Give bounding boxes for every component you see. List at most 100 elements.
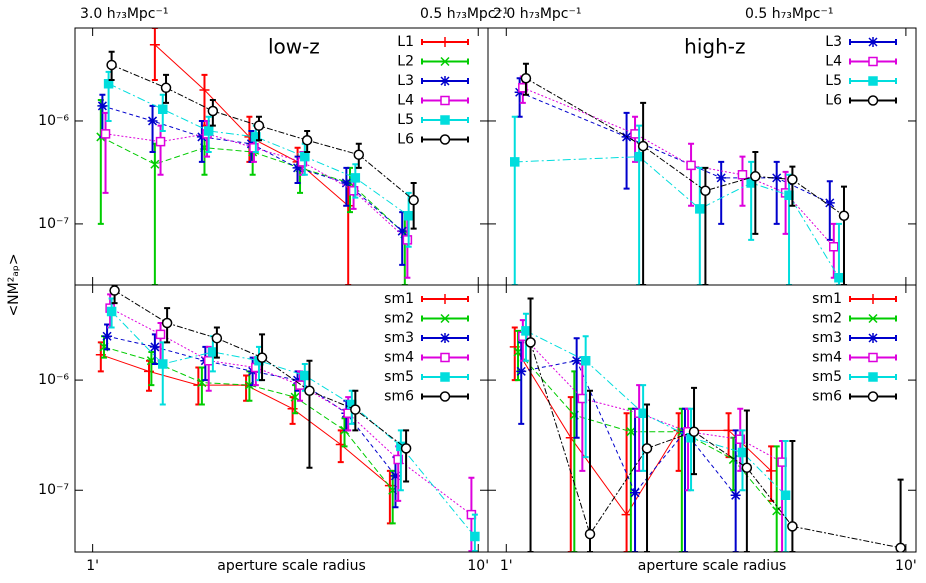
marker	[109, 285, 120, 296]
marker	[520, 73, 532, 84]
marker	[787, 174, 798, 185]
series-line	[103, 346, 394, 491]
error-bar	[739, 429, 746, 492]
marker	[440, 95, 450, 106]
marker	[403, 211, 414, 221]
series-line	[521, 360, 737, 496]
marker	[737, 447, 748, 458]
marker	[580, 355, 591, 366]
marker	[716, 172, 727, 183]
marker	[102, 331, 113, 342]
legend-label: sm3	[812, 330, 842, 346]
legend-label: L6	[825, 93, 842, 109]
top-scale-label: 2.0 h₇₃Mpc⁻¹	[493, 6, 581, 22]
y-tick-label: 10⁻⁷	[38, 482, 69, 498]
legend-label: sm6	[812, 389, 842, 405]
legend-label: L1	[397, 34, 414, 50]
series-line	[111, 64, 414, 201]
error-bar	[644, 403, 651, 552]
marker	[510, 157, 520, 167]
marker	[895, 542, 906, 552]
legend-label: sm1	[812, 291, 842, 307]
marker	[641, 443, 653, 454]
error-bar	[782, 170, 789, 235]
error-bar	[897, 478, 904, 552]
marker	[256, 352, 268, 363]
marker	[203, 126, 214, 136]
error-bar	[306, 359, 313, 469]
plot-area	[96, 28, 419, 285]
marker	[97, 100, 108, 111]
marker	[440, 294, 450, 304]
marker	[203, 355, 214, 366]
marker	[440, 372, 450, 382]
marker	[292, 162, 303, 173]
plot-area	[95, 285, 480, 552]
error-bar	[718, 160, 725, 225]
x-axis-label: aperture scale radius	[638, 558, 787, 574]
y-tick-label: 10⁻⁶	[38, 372, 69, 388]
marker	[868, 313, 878, 324]
top-scale-label: 0.5 h₇₃Mpc⁻¹	[745, 6, 833, 22]
error-bar	[567, 396, 574, 552]
y-tick-label: 10⁻⁶	[38, 113, 69, 129]
marker	[571, 355, 582, 366]
legend-label: L3	[397, 73, 414, 89]
marker	[695, 204, 705, 214]
error-bar	[573, 337, 580, 439]
error-bar	[702, 166, 709, 285]
marker	[158, 359, 168, 369]
marker	[439, 391, 451, 402]
marker	[402, 235, 413, 245]
marker	[292, 375, 303, 386]
marker	[408, 194, 419, 206]
error-bar	[623, 412, 630, 552]
marker	[149, 39, 160, 50]
marker	[766, 465, 777, 476]
marker	[353, 149, 365, 160]
error-bar	[148, 350, 155, 387]
series-line	[154, 44, 349, 207]
panel-title: low-z	[268, 35, 320, 59]
error-bar	[522, 312, 529, 362]
marker	[253, 120, 265, 131]
legend-label: L2	[397, 54, 414, 70]
marker	[868, 37, 878, 47]
marker	[301, 134, 313, 146]
marker	[867, 95, 879, 106]
series-line	[109, 307, 472, 516]
marker	[834, 272, 844, 283]
marker	[300, 151, 310, 162]
marker	[867, 391, 879, 402]
marker	[208, 347, 218, 357]
marker	[439, 134, 451, 145]
series-line	[514, 156, 840, 278]
top-scale-label: 0.5 h₇₃Mpc⁻¹	[420, 6, 508, 22]
legend-label: L4	[397, 93, 414, 109]
error-bar	[403, 429, 410, 483]
error-bar	[840, 185, 847, 285]
panel-title: high-z	[684, 35, 745, 59]
error-bar	[826, 180, 833, 241]
legend-label: L4	[825, 54, 842, 70]
marker	[158, 104, 168, 114]
marker	[780, 490, 791, 501]
y-tick-label: 10⁻⁷	[38, 216, 69, 232]
x-tick-label: 1'	[86, 558, 99, 574]
error-bar	[688, 142, 695, 207]
legend-label: L3	[825, 34, 842, 50]
marker	[638, 408, 648, 419]
marker	[199, 84, 210, 95]
marker	[521, 326, 531, 336]
marker	[440, 56, 450, 67]
legend-label: sm4	[812, 350, 842, 366]
marker	[829, 241, 839, 252]
legend-label: sm4	[384, 350, 414, 366]
marker	[207, 105, 219, 117]
marker	[440, 115, 450, 125]
marker	[868, 333, 878, 343]
marker	[584, 528, 596, 540]
marker	[868, 294, 878, 304]
x-axis-label: aperture scale radius	[217, 558, 366, 574]
panel-frame	[487, 284, 917, 553]
